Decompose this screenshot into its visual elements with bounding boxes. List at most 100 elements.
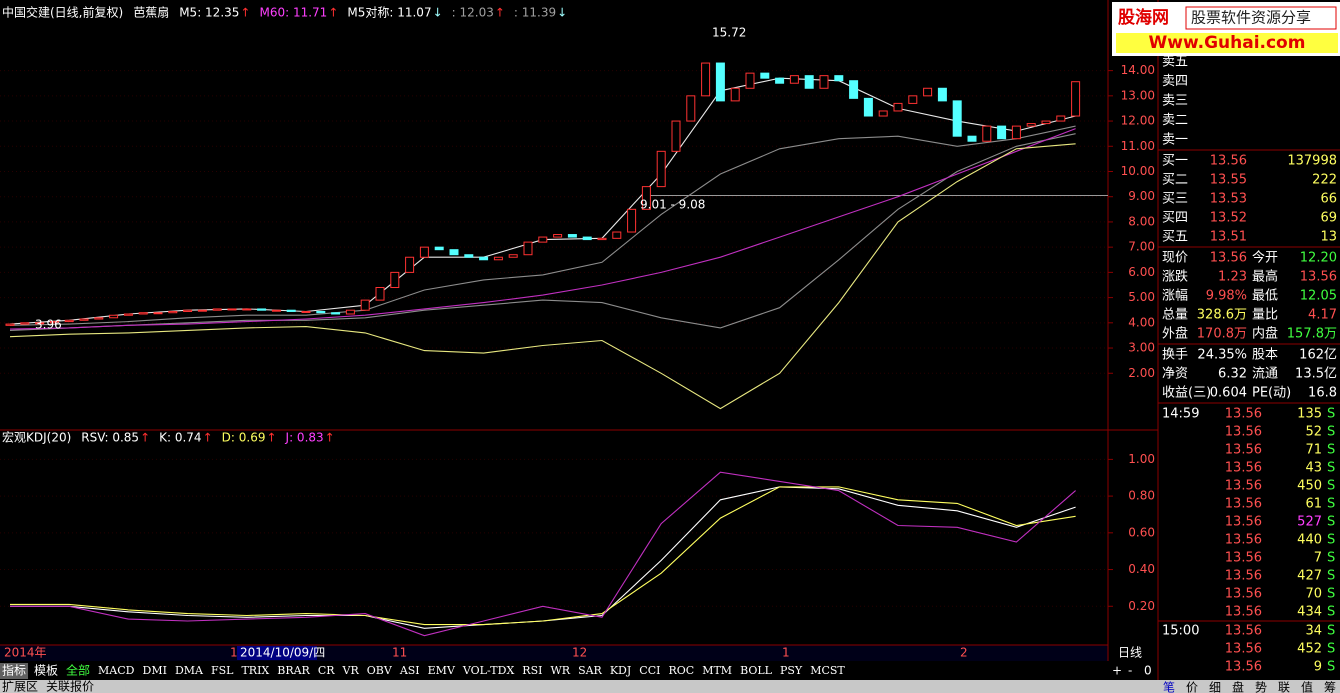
zoom-button[interactable]: - [1128,664,1132,678]
header-arrow: ↑ [140,431,150,445]
trade-time: 15:00 [1162,624,1199,639]
toolbar-button[interactable]: MCST [810,664,845,677]
toolbar-button[interactable]: WR [550,664,570,677]
toolbar-button[interactable]: OBV [367,664,393,677]
stat-value: 13.5亿 [1295,367,1337,382]
indicator-line [10,471,1076,637]
trade-side: S [1327,587,1335,602]
zoom-button[interactable]: 0 [1144,664,1152,678]
candle [301,310,311,313]
candle [419,246,429,258]
stat-value: 6.32 [1218,367,1247,382]
candle [671,120,681,152]
candle [789,75,799,84]
toolbar-button[interactable]: BRAR [277,664,310,677]
candle [538,236,548,243]
toolbar-button[interactable]: CCI [639,664,660,677]
candle [908,95,918,104]
toolbar-button[interactable]: VOL-TDX [462,664,515,677]
toolbar-button[interactable]: 全部 [66,663,90,678]
trade-price: 13.56 [1225,515,1262,530]
zoom-button[interactable]: + [1112,664,1122,678]
stat-label: 现价 [1162,251,1188,266]
trade-side: S [1327,660,1335,675]
toolbar-button[interactable]: SAR [578,664,602,677]
toolbar-button[interactable]: ROC [668,664,694,677]
header-arrow: ↑ [328,6,338,20]
bid-volume: 13 [1320,230,1337,245]
trade-price: 13.56 [1225,642,1262,657]
stat-value: 9.98% [1206,289,1247,304]
toolbar-button[interactable]: FSL [211,664,234,677]
trade-volume: 527 [1297,515,1322,530]
toolbar-button[interactable]: CR [318,664,335,677]
candle [508,254,518,258]
toolbar-button[interactable]: MACD [98,664,135,677]
stat-label: 涨跌 [1162,269,1188,285]
trade-price: 13.56 [1225,425,1262,440]
quote-tab[interactable]: 势 [1255,681,1267,693]
stat-label: 外盘 [1162,326,1188,342]
toolbar-button[interactable]: DMI [143,664,167,677]
bid-price: 13.52 [1210,211,1247,226]
quote-tab[interactable]: 筹 [1324,681,1336,693]
trade-volume: 7 [1314,551,1322,566]
toolbar-button[interactable]: RSI [522,664,542,677]
bid-label: 买一 [1162,154,1188,169]
candle [434,246,444,251]
indicator-line [9,143,1076,410]
y-tick-label: 0.80 [1128,489,1155,503]
stat-label: 净资 [1162,367,1188,382]
x-tick-label: 11 [392,646,407,660]
toolbar-button[interactable]: EMV [428,664,456,677]
toolbar-button[interactable]: TRIX [241,664,269,677]
toolbar-button[interactable]: KDJ [610,664,631,677]
status-tab[interactable]: 扩展区 [2,680,38,693]
candle [109,314,119,319]
indicator-line [9,128,1076,330]
trade-price: 13.56 [1225,551,1262,566]
toolbar-button[interactable]: VR [342,664,360,677]
quote-tab[interactable]: 盘 [1232,680,1244,693]
toolbar-button[interactable]: DMA [175,664,204,677]
candle [479,256,489,261]
x-tick-label: 2014年 [4,646,47,660]
toolbar-button[interactable]: 模板 [34,664,58,678]
candle [597,237,607,241]
header-arrow: ↑ [495,6,505,20]
candle [997,125,1007,140]
candle [553,234,563,238]
header-item: 芭蕉扇 [133,5,169,20]
indicator-line [9,125,1076,326]
toolbar-button[interactable]: PSY [780,664,803,677]
stat-value: 0.604 [1210,386,1247,401]
header-item: M60: 11.71 [259,6,327,20]
trade-side: S [1327,624,1335,639]
quote-tab[interactable]: 细 [1209,681,1221,693]
quote-tab[interactable]: 值 [1301,680,1313,693]
toolbar-button[interactable]: MTM [702,664,732,677]
quote-tab[interactable]: 价 [1186,681,1198,693]
quote-tab[interactable]: 笔 [1163,680,1175,693]
stat-label: 换手 [1162,348,1188,363]
date-highlight [237,646,317,660]
trade-price: 13.56 [1225,624,1262,639]
toolbar-button[interactable]: ASI [399,664,420,677]
candle [493,256,503,261]
status-tab[interactable]: 关联报价 [46,679,94,693]
candle [331,312,341,315]
candle [715,62,725,102]
y-tick-label: 3.00 [1128,341,1155,355]
quote-tab[interactable]: 联 [1278,681,1290,693]
stat-value: 157.8万 [1287,327,1337,342]
toolbar-button[interactable]: 指标 [2,663,26,678]
toolbar-button[interactable]: BOLL [740,664,773,677]
trade-volume: 9 [1314,660,1322,675]
trade-volume: 61 [1305,497,1322,512]
candle [360,299,370,311]
annotation: 15.72 [712,26,746,40]
stat-value: 328.6万 [1197,308,1247,323]
status-strip [0,680,1158,693]
header-arrow: ↑ [240,6,250,20]
